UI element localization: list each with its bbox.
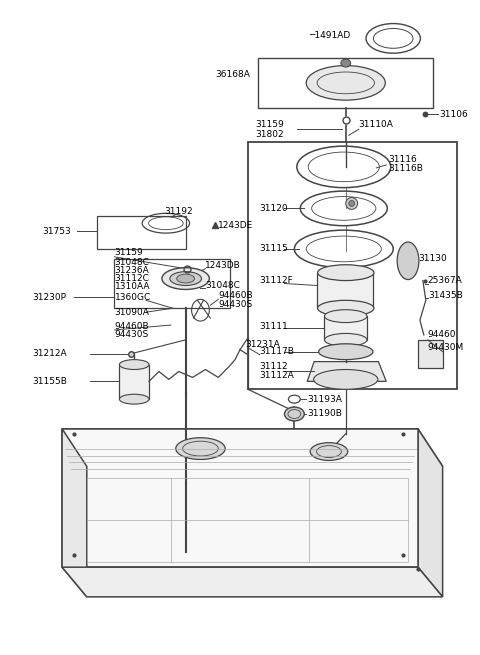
Ellipse shape xyxy=(324,310,367,322)
Text: 25367A: 25367A xyxy=(428,276,463,285)
Ellipse shape xyxy=(120,360,149,369)
Ellipse shape xyxy=(346,198,358,210)
Text: 31116: 31116 xyxy=(388,155,417,164)
Text: 1243DE: 1243DE xyxy=(218,221,253,230)
Bar xyxy=(114,259,230,309)
Text: 31230P: 31230P xyxy=(33,293,66,302)
Text: 31117B: 31117B xyxy=(260,347,295,356)
Ellipse shape xyxy=(177,274,194,283)
Ellipse shape xyxy=(313,369,378,389)
Ellipse shape xyxy=(120,394,149,404)
Bar xyxy=(96,216,186,249)
Bar xyxy=(317,272,373,309)
Text: 1310AA: 1310AA xyxy=(114,282,150,291)
Text: 31193A: 31193A xyxy=(307,395,342,403)
Text: 31120: 31120 xyxy=(260,204,288,213)
Polygon shape xyxy=(62,567,443,597)
Ellipse shape xyxy=(306,66,385,100)
Polygon shape xyxy=(62,429,418,567)
Text: 31802: 31802 xyxy=(255,130,284,139)
Ellipse shape xyxy=(318,265,374,280)
Text: 31106: 31106 xyxy=(440,110,468,119)
Ellipse shape xyxy=(162,268,209,290)
Polygon shape xyxy=(62,429,443,466)
Ellipse shape xyxy=(397,242,419,280)
Polygon shape xyxy=(418,429,443,597)
Text: 31048C: 31048C xyxy=(205,281,240,290)
Ellipse shape xyxy=(310,443,348,460)
Text: 31112A: 31112A xyxy=(260,371,295,380)
Text: 31112F: 31112F xyxy=(260,276,293,285)
Polygon shape xyxy=(62,429,87,597)
Text: ─1491AD: ─1491AD xyxy=(309,31,350,40)
Text: 31116B: 31116B xyxy=(388,164,423,174)
Bar xyxy=(248,142,457,389)
Bar xyxy=(87,478,408,562)
Text: 94460B: 94460B xyxy=(218,291,253,300)
Text: 31112C: 31112C xyxy=(114,274,149,283)
Text: 1360GC: 1360GC xyxy=(114,293,151,302)
Text: 31110A: 31110A xyxy=(359,120,394,129)
Text: 1243DB: 1243DB xyxy=(205,261,241,271)
Text: 31236A: 31236A xyxy=(114,266,149,275)
Text: 31115: 31115 xyxy=(260,244,288,253)
Bar xyxy=(258,58,433,107)
Ellipse shape xyxy=(319,344,373,360)
Text: 31192: 31192 xyxy=(164,207,192,216)
Ellipse shape xyxy=(318,301,374,316)
Text: 94460B: 94460B xyxy=(114,322,149,331)
Ellipse shape xyxy=(324,333,367,346)
Text: 31090A: 31090A xyxy=(114,308,149,316)
Bar xyxy=(120,365,149,399)
Ellipse shape xyxy=(349,200,355,206)
Text: 94460: 94460 xyxy=(428,330,456,339)
Text: 31435B: 31435B xyxy=(428,291,463,300)
Text: 31231A: 31231A xyxy=(245,341,280,349)
Text: 31130: 31130 xyxy=(418,254,447,263)
Bar xyxy=(324,316,367,340)
Text: 31159: 31159 xyxy=(255,120,284,129)
Text: 31155B: 31155B xyxy=(33,377,67,386)
Bar xyxy=(418,340,443,367)
Polygon shape xyxy=(307,362,386,381)
Text: 31111: 31111 xyxy=(260,322,288,331)
Text: 31112: 31112 xyxy=(260,362,288,371)
Text: 94430S: 94430S xyxy=(218,300,252,309)
Ellipse shape xyxy=(170,272,202,286)
Ellipse shape xyxy=(341,59,351,67)
Text: 31190B: 31190B xyxy=(307,409,342,419)
Text: 94430M: 94430M xyxy=(428,343,464,352)
Text: 31159: 31159 xyxy=(114,248,143,257)
Text: 31753: 31753 xyxy=(42,227,71,236)
Text: 31212A: 31212A xyxy=(33,349,67,358)
Ellipse shape xyxy=(176,438,225,459)
Text: 36168A: 36168A xyxy=(216,71,250,79)
Ellipse shape xyxy=(285,407,304,421)
Text: 31048C: 31048C xyxy=(114,258,149,267)
Text: 94430S: 94430S xyxy=(114,330,149,339)
